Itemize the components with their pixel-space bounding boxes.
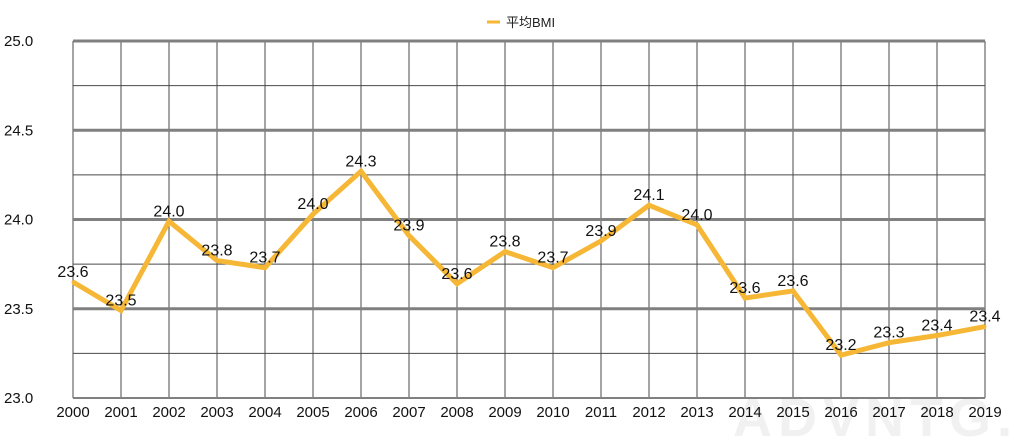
x-tick-label: 2004 xyxy=(248,404,281,421)
data-point xyxy=(359,169,363,173)
data-label: 23.9 xyxy=(393,218,424,235)
data-label: 23.6 xyxy=(777,273,808,290)
x-tick-label: 2002 xyxy=(152,404,185,421)
data-point xyxy=(839,353,843,357)
series-line xyxy=(71,167,986,359)
data-point xyxy=(263,266,267,270)
data-point xyxy=(599,239,603,243)
x-tick-label: 2017 xyxy=(872,404,905,421)
x-axis-tick-labels: 2000 2001 2002 2003 2004 2005 2006 2007 2008 2009… xyxy=(56,404,1001,421)
data-point xyxy=(887,341,891,345)
data-label: 24.3 xyxy=(345,153,376,170)
y-tick-label: 24.5 xyxy=(4,122,33,139)
data-point xyxy=(935,334,939,338)
data-label: 23.8 xyxy=(201,243,232,260)
data-point xyxy=(119,309,123,313)
x-tick-label: 2005 xyxy=(296,404,329,421)
x-tick-label: 2018 xyxy=(920,404,953,421)
data-label: 23.3 xyxy=(873,325,904,342)
data-point xyxy=(167,219,171,223)
data-label: 24.0 xyxy=(297,196,328,213)
x-tick-label: 2011 xyxy=(585,404,617,421)
x-tick-label: 2012 xyxy=(632,404,665,421)
data-label: 23.8 xyxy=(489,234,520,251)
data-label: 23.6 xyxy=(441,266,472,283)
data-point xyxy=(695,223,699,227)
y-tick-label: 23.0 xyxy=(4,390,33,407)
x-tick-label: 2000 xyxy=(56,404,89,421)
data-label: 23.6 xyxy=(729,280,760,297)
data-label-layer: 23.6 23.5 24.0 23.8 23.7 24.0 24.3 23.9 23.6 23.8… xyxy=(57,153,1000,354)
data-point xyxy=(503,250,507,254)
data-point xyxy=(743,296,747,300)
x-tick-label: 2008 xyxy=(440,404,473,421)
y-tick-label: 23.5 xyxy=(4,301,33,318)
legend: 平均BMI xyxy=(487,15,555,30)
data-point xyxy=(647,203,651,207)
x-tick-label: 2016 xyxy=(824,404,857,421)
data-label: 23.6 xyxy=(57,264,88,281)
data-point xyxy=(71,280,75,284)
x-tick-label: 2013 xyxy=(680,404,713,421)
data-point xyxy=(551,266,555,270)
x-tick-label: 2015 xyxy=(776,404,809,421)
data-point xyxy=(407,234,411,238)
data-label: 24.0 xyxy=(681,207,712,224)
x-tick-label: 2006 xyxy=(344,404,377,421)
x-tick-label: 2019 xyxy=(968,404,1001,421)
data-label: 23.4 xyxy=(969,309,1000,326)
data-label: 24.0 xyxy=(153,203,184,220)
data-label: 23.2 xyxy=(825,337,856,354)
data-point xyxy=(455,282,459,286)
data-label: 23.7 xyxy=(537,250,568,267)
data-label: 24.1 xyxy=(633,187,664,204)
x-tick-label: 2007 xyxy=(392,404,425,421)
data-point xyxy=(215,259,219,263)
x-tick-label: 2014 xyxy=(728,404,761,421)
data-point xyxy=(311,212,315,216)
data-label: 23.4 xyxy=(921,318,952,335)
data-point xyxy=(983,325,987,329)
data-label: 23.5 xyxy=(105,293,136,310)
data-label: 23.7 xyxy=(249,250,280,267)
y-axis-tick-labels: 23.0 23.5 24.0 24.5 25.0 xyxy=(4,33,33,407)
y-tick-label: 24.0 xyxy=(4,212,33,229)
x-tick-label: 2010 xyxy=(536,404,569,421)
data-point xyxy=(791,289,795,293)
series-line-layer xyxy=(71,167,987,359)
x-tick-label: 2001 xyxy=(104,404,137,421)
data-label: 23.9 xyxy=(585,223,616,240)
x-tick-label: 2009 xyxy=(488,404,521,421)
legend-label: 平均BMI xyxy=(506,15,555,30)
y-tick-label: 25.0 xyxy=(4,33,33,50)
grid xyxy=(72,39,986,399)
x-tick-label: 2003 xyxy=(200,404,233,421)
